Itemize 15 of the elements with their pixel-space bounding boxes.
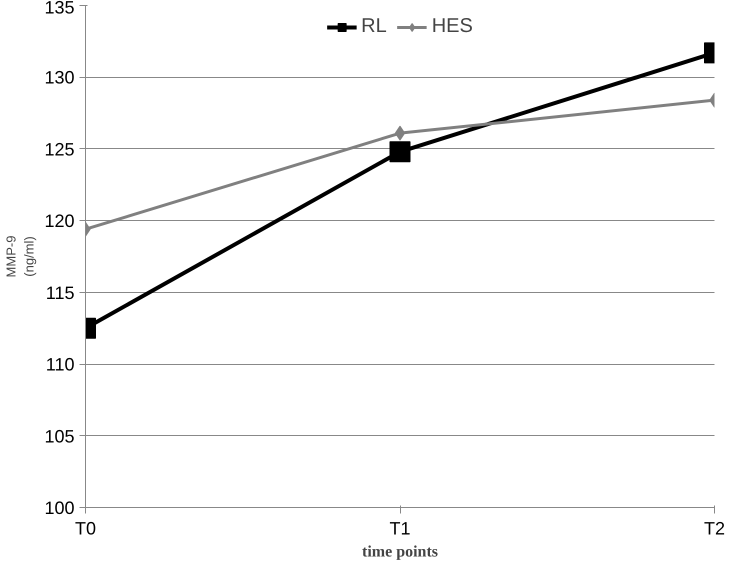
y-axis-title: MMP-9 (ng/ml) <box>3 236 36 278</box>
legend-label: HES <box>432 15 473 38</box>
x-axis-title: time points <box>362 544 438 560</box>
y-tick-label: 105 <box>44 426 75 446</box>
y-tick-label: 125 <box>44 139 75 160</box>
x-tick-label: T0 <box>74 518 96 538</box>
y-tick-label: 115 <box>46 282 75 303</box>
y-tick-label: 130 <box>44 68 75 88</box>
legend-label: RL <box>361 15 387 38</box>
y-tick-label: 120 <box>44 211 75 232</box>
y-tick-label: 135 <box>44 0 75 18</box>
y-tick-label: 110 <box>46 354 75 375</box>
x-tick-label: T1 <box>389 518 411 538</box>
x-tick-label: T2 <box>704 518 726 538</box>
y-tick-label: 100 <box>44 498 75 518</box>
